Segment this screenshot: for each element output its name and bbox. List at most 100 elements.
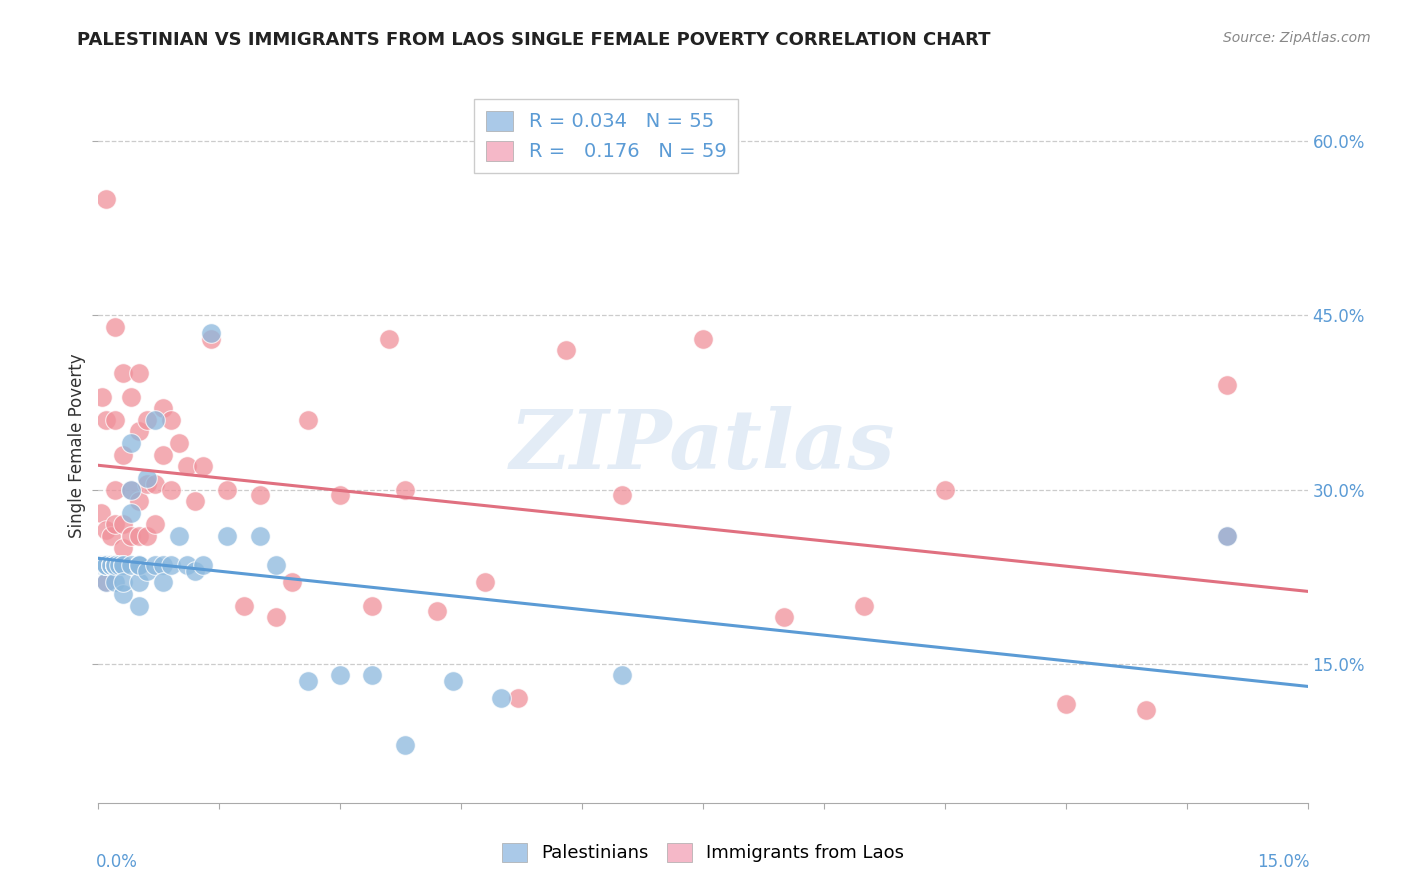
Point bbox=[612, 668, 634, 682]
Point bbox=[96, 558, 118, 572]
Point bbox=[1216, 378, 1239, 392]
Legend: Palestinians, Immigrants from Laos: Palestinians, Immigrants from Laos bbox=[495, 836, 911, 870]
Point bbox=[128, 558, 150, 572]
Point bbox=[120, 436, 142, 450]
Point bbox=[96, 558, 118, 572]
Point bbox=[120, 483, 142, 497]
Point bbox=[100, 529, 122, 543]
Point bbox=[135, 413, 157, 427]
Point bbox=[128, 575, 150, 590]
Point bbox=[96, 413, 118, 427]
Point bbox=[103, 517, 125, 532]
Point bbox=[135, 476, 157, 491]
Point bbox=[249, 529, 271, 543]
Point bbox=[111, 367, 134, 381]
Point bbox=[96, 558, 118, 572]
Point bbox=[264, 610, 287, 624]
Point bbox=[100, 558, 122, 572]
Point bbox=[96, 575, 118, 590]
Point bbox=[184, 564, 207, 578]
Point bbox=[143, 413, 166, 427]
Point bbox=[1216, 529, 1239, 543]
Point bbox=[934, 483, 956, 497]
Point bbox=[107, 558, 129, 572]
Point bbox=[103, 558, 125, 572]
Point bbox=[120, 529, 142, 543]
Point bbox=[491, 691, 513, 706]
Text: PALESTINIAN VS IMMIGRANTS FROM LAOS SINGLE FEMALE POVERTY CORRELATION CHART: PALESTINIAN VS IMMIGRANTS FROM LAOS SING… bbox=[77, 31, 991, 49]
Y-axis label: Single Female Poverty: Single Female Poverty bbox=[67, 354, 86, 538]
Point bbox=[377, 332, 399, 346]
Point bbox=[217, 529, 239, 543]
Point bbox=[167, 529, 190, 543]
Point bbox=[772, 610, 794, 624]
Point bbox=[853, 599, 876, 613]
Point bbox=[96, 193, 118, 207]
Point bbox=[111, 558, 134, 572]
Point bbox=[297, 413, 319, 427]
Point bbox=[297, 673, 319, 688]
Point bbox=[120, 506, 142, 520]
Point bbox=[1054, 697, 1077, 711]
Point bbox=[128, 367, 150, 381]
Point bbox=[96, 558, 118, 572]
Point bbox=[160, 413, 183, 427]
Point bbox=[111, 517, 134, 532]
Text: Source: ZipAtlas.com: Source: ZipAtlas.com bbox=[1223, 31, 1371, 45]
Point bbox=[143, 517, 166, 532]
Point bbox=[120, 558, 142, 572]
Point bbox=[143, 558, 166, 572]
Point bbox=[94, 558, 117, 572]
Point bbox=[111, 541, 134, 555]
Point bbox=[394, 483, 416, 497]
Point bbox=[128, 558, 150, 572]
Point bbox=[506, 691, 529, 706]
Point bbox=[249, 488, 271, 502]
Point bbox=[176, 459, 198, 474]
Point bbox=[555, 343, 578, 358]
Point bbox=[103, 483, 125, 497]
Point bbox=[361, 668, 384, 682]
Point bbox=[329, 668, 352, 682]
Point bbox=[128, 425, 150, 439]
Point bbox=[152, 401, 174, 416]
Point bbox=[111, 448, 134, 462]
Point bbox=[160, 558, 183, 572]
Point bbox=[152, 575, 174, 590]
Point bbox=[91, 558, 114, 572]
Point bbox=[160, 483, 183, 497]
Point bbox=[103, 558, 125, 572]
Point bbox=[394, 738, 416, 752]
Point bbox=[128, 529, 150, 543]
Point bbox=[90, 558, 112, 572]
Point bbox=[264, 558, 287, 572]
Point bbox=[135, 471, 157, 485]
Point bbox=[128, 494, 150, 508]
Point bbox=[143, 476, 166, 491]
Point bbox=[135, 564, 157, 578]
Point bbox=[90, 506, 112, 520]
Point bbox=[111, 587, 134, 601]
Point bbox=[93, 558, 115, 572]
Point bbox=[103, 575, 125, 590]
Point bbox=[100, 558, 122, 572]
Text: 15.0%: 15.0% bbox=[1257, 853, 1310, 871]
Point bbox=[474, 575, 496, 590]
Point bbox=[200, 326, 222, 340]
Point bbox=[152, 448, 174, 462]
Point bbox=[692, 332, 714, 346]
Point bbox=[103, 413, 125, 427]
Point bbox=[120, 390, 142, 404]
Point bbox=[281, 575, 304, 590]
Point bbox=[111, 575, 134, 590]
Point bbox=[103, 558, 125, 572]
Point bbox=[128, 558, 150, 572]
Text: 0.0%: 0.0% bbox=[96, 853, 138, 871]
Point bbox=[91, 390, 114, 404]
Point bbox=[128, 599, 150, 613]
Point bbox=[184, 494, 207, 508]
Point bbox=[111, 558, 134, 572]
Point bbox=[1216, 529, 1239, 543]
Point bbox=[167, 436, 190, 450]
Point bbox=[96, 523, 118, 537]
